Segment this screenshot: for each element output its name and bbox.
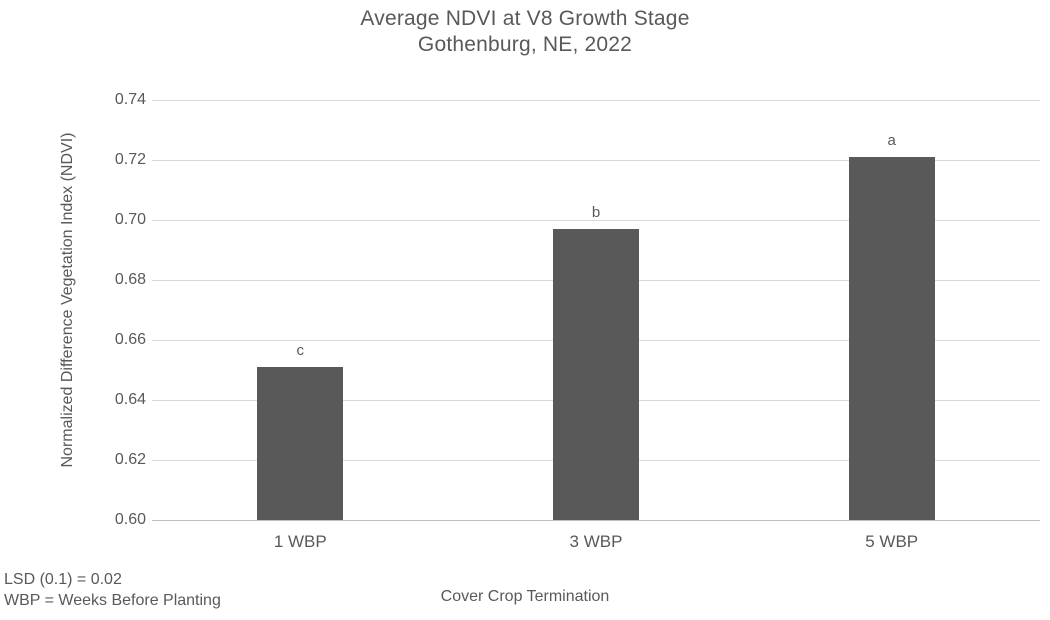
y-tick-label: 0.64	[86, 391, 146, 409]
y-tick-label: 0.60	[86, 511, 146, 529]
x-tick-label: 5 WBP	[812, 532, 972, 552]
bar-label: a	[832, 132, 952, 149]
y-tick-label: 0.68	[86, 271, 146, 289]
y-tick-label: 0.72	[86, 151, 146, 169]
x-tick-label: 1 WBP	[220, 532, 380, 552]
ndvi-bar-chart: Average NDVI at V8 Growth Stage Gothenbu…	[0, 0, 1050, 620]
x-tick-label: 3 WBP	[516, 532, 676, 552]
bar-3wbp	[553, 229, 639, 520]
bar-5wbp	[849, 157, 935, 520]
y-tick-label: 0.74	[86, 91, 146, 109]
x-axis-baseline	[152, 520, 1040, 521]
y-tick-label: 0.66	[86, 331, 146, 349]
bar-1wbp	[257, 367, 343, 520]
footnote-line: WBP = Weeks Before Planting	[4, 591, 221, 612]
y-tick-label: 0.70	[86, 211, 146, 229]
bar-label: b	[536, 204, 656, 221]
y-tick-label: 0.62	[86, 451, 146, 469]
footnotes: LSD (0.1) = 0.02 WBP = Weeks Before Plan…	[4, 570, 221, 612]
bar-label: c	[240, 342, 360, 359]
footnote-line: LSD (0.1) = 0.02	[4, 570, 221, 591]
chart-title-line-1: Average NDVI at V8 Growth Stage	[0, 6, 1050, 32]
chart-title: Average NDVI at V8 Growth Stage Gothenbu…	[0, 6, 1050, 59]
plot-area: c b a 1 WBP 3 WBP 5 WBP	[152, 100, 1040, 520]
chart-title-line-2: Gothenburg, NE, 2022	[0, 32, 1050, 58]
y-axis-title: Normalized Difference Vegetation Index (…	[59, 133, 77, 468]
gridline	[152, 100, 1040, 101]
